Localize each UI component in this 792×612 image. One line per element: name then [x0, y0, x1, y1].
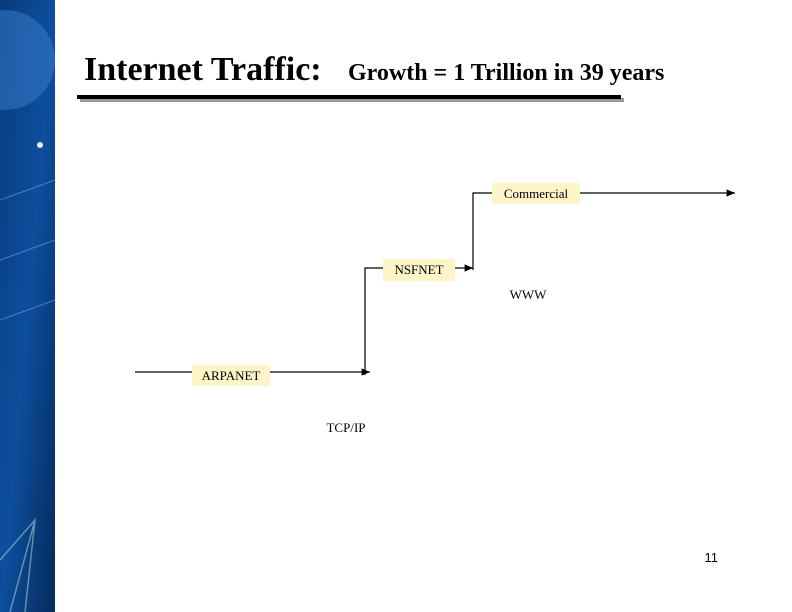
node-label: NSFNET — [394, 262, 443, 277]
node-box — [383, 259, 455, 281]
node-label: Commercial — [504, 186, 569, 201]
node-label: ARPANET — [202, 368, 261, 383]
node-box — [192, 365, 270, 386]
decor-strip — [0, 0, 56, 612]
annotation: TCP/IP — [326, 420, 365, 435]
subtitle: Growth = 1 Trillion in 39 years — [348, 60, 664, 86]
page-number: 11 — [705, 550, 719, 565]
annotation: WWW — [510, 287, 548, 302]
title: Internet Traffic: — [84, 51, 322, 88]
node-box — [492, 183, 580, 204]
staircase — [135, 189, 735, 376]
